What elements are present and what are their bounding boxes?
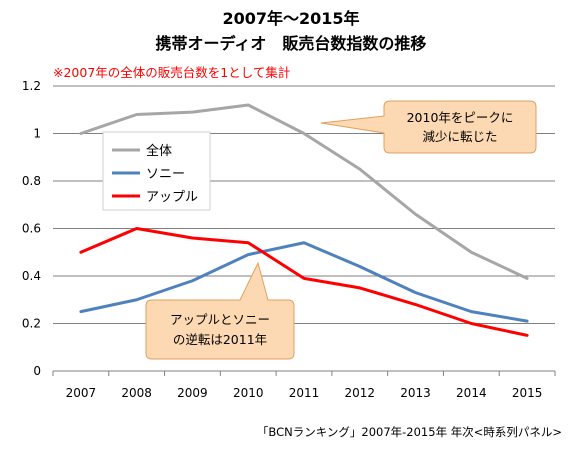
- x-tick-label: 2014: [456, 386, 487, 400]
- source-note: 「BCNランキング」2007年-2015年 年次<時系列パネル>: [257, 425, 562, 439]
- series-lines: [79, 103, 529, 337]
- x-axis-ticks: 2007 2008 2009 2010 2011 2012 2013 2014 2015: [52, 371, 556, 400]
- legend-label: ソニー: [146, 167, 185, 182]
- series-line-1: [79, 241, 529, 323]
- y-tick-label: 0.8: [22, 174, 41, 188]
- x-tick-label: 2011: [289, 386, 320, 400]
- callout-crossover-line2: の逆転は2011年: [173, 332, 267, 347]
- y-tick-label: 0.6: [22, 222, 41, 236]
- y-axis-ticks: 0 0.2 0.4 0.6 0.8 1 1.2: [22, 79, 41, 378]
- series-line-2: [79, 227, 529, 337]
- chart-title-line1: 2007年～2015年: [222, 9, 359, 28]
- x-tick-label: 2015: [512, 386, 543, 400]
- legend-label: 全体: [146, 143, 172, 159]
- callout-crossover-line1: アップルとソニー: [170, 312, 270, 327]
- y-tick-label: 0: [33, 364, 41, 378]
- y-tick-label: 1: [33, 127, 41, 141]
- callout-crossover: アップルとソニー の逆転は2011年: [145, 261, 295, 360]
- chart-note: ※2007年の全体の販売台数を1として集計: [53, 65, 290, 80]
- callout-peak: 2010年をピークに 減少に転じた: [320, 100, 537, 154]
- x-tick-label: 2010: [233, 386, 264, 400]
- y-tick-label: 0.2: [22, 317, 41, 331]
- x-tick-label: 2007: [66, 386, 97, 400]
- chart-title-line2: 携帯オーディオ 販売台数指数の推移: [156, 34, 427, 53]
- x-tick-label: 2009: [177, 386, 208, 400]
- y-tick-label: 1.2: [22, 79, 41, 93]
- callout-peak-line2: 減少に転じた: [422, 129, 497, 144]
- series-line-0: [79, 103, 529, 280]
- y-tick-label: 0.4: [22, 269, 41, 283]
- legend-label: アップル: [146, 190, 198, 205]
- x-tick-label: 2012: [345, 386, 376, 400]
- callout-peak-line1: 2010年をピークに: [407, 110, 514, 125]
- x-tick-label: 2008: [121, 386, 152, 400]
- x-tick-label: 2013: [400, 386, 431, 400]
